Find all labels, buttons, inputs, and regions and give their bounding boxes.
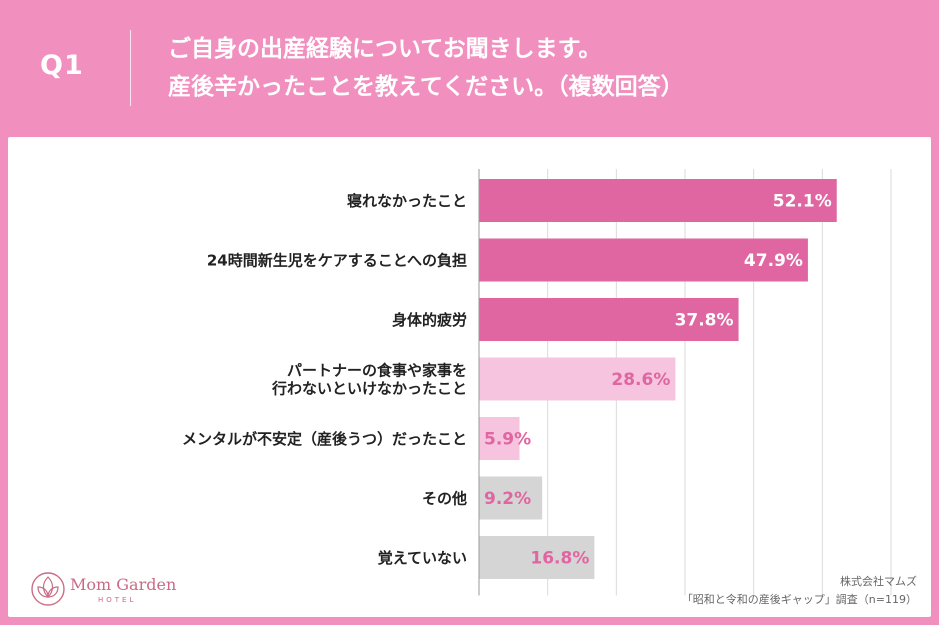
bar [479,536,595,579]
bar [479,179,837,222]
bar [479,417,520,460]
category-label: 覚えていない [378,549,467,567]
mom-garden-logo: Mom Garden HOTEL [30,569,190,611]
category-label: 寝れなかったこと [347,192,467,210]
flower-logo-icon [31,572,65,606]
question-title: ご自身の出産経験についてお聞きします。 産後辛かったことを教えてください。（複数… [168,30,908,106]
logo-subtitle: HOTEL [98,596,137,604]
category-label: パートナーの食事や家事を [287,362,467,380]
question-number: Q1 [40,50,84,81]
value-label: 52.1% [773,192,832,212]
bar [479,298,739,341]
bar-chart: 52.1% 寝れなかったこと 47.9% 24時間新生児をケアすることへの負担 37.8… [182,169,892,596]
value-label: 37.8% [675,311,734,331]
value-label: 16.8% [530,549,589,569]
value-label: 9.2% [484,489,531,509]
category-label: メンタルが不安定（産後うつ）だったこと [182,430,467,448]
category-label: 24時間新生児をケアすることへの負担 [207,252,467,270]
source-company: 株式会社マムズ [840,575,917,588]
question-title-line-2: 産後辛かったことを教えてください。（複数回答） [168,74,684,100]
question-title-line-1: ご自身の出産経験についてお聞きします。 [168,36,602,62]
bar [479,476,543,520]
category-label: 行わないといけなかったこと [271,380,467,398]
header-divider [130,30,131,106]
category-label: その他 [422,490,467,508]
source-note: 株式会社マムズ 「昭和と令和の産後ギャップ」調査（n=119） [682,573,917,609]
bar [479,357,676,401]
value-label: 28.6% [611,370,670,390]
logo-name: Mom Garden [70,575,177,594]
value-label: 5.9% [484,430,531,450]
chart-card: 52.1% 寝れなかったこと 47.9% 24時間新生児をケアすることへの負担 37.8… [8,137,931,617]
category-label: 身体的疲労 [392,311,467,329]
source-survey: 「昭和と令和の産後ギャップ」調査（n=119） [681,593,917,606]
bar [479,238,808,282]
value-label: 47.9% [744,251,803,271]
